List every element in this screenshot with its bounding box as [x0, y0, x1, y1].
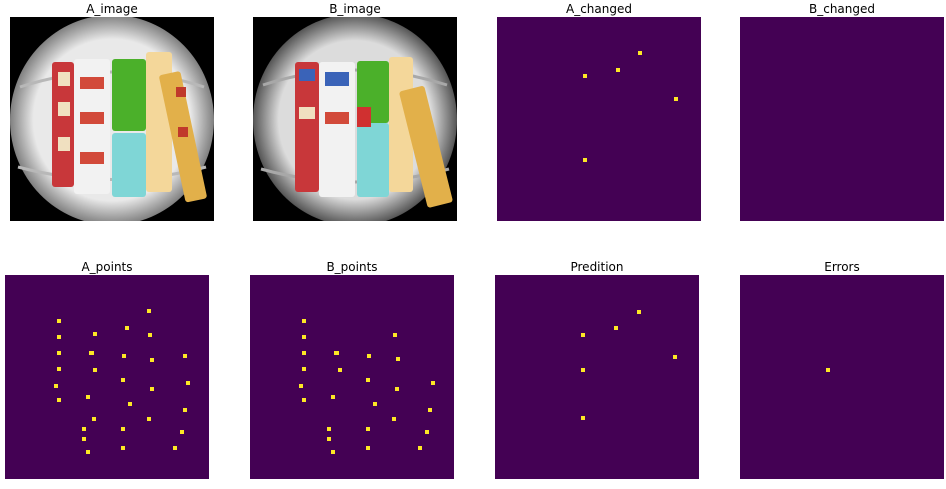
point-marker: [302, 398, 306, 402]
b-image: [253, 17, 457, 221]
point-marker: [183, 354, 187, 358]
point-marker: [57, 367, 61, 371]
panel-b-points: B_points: [250, 260, 454, 479]
point-marker: [393, 333, 397, 337]
prediction-map: [495, 275, 699, 479]
point-marker: [638, 51, 642, 55]
point-marker: [86, 395, 90, 399]
point-marker: [327, 437, 331, 441]
panel-prediction: Predition: [495, 260, 699, 479]
title-b-points: B_points: [326, 260, 378, 274]
point-marker: [428, 408, 432, 412]
point-marker: [147, 417, 151, 421]
panel-a-changed: A_changed: [497, 2, 701, 221]
point-marker: [637, 310, 641, 314]
point-marker: [614, 326, 618, 330]
a-changed-map: [497, 17, 701, 221]
panel-errors: Errors: [740, 260, 944, 479]
point-marker: [93, 368, 97, 372]
title-errors: Errors: [824, 260, 860, 274]
point-marker: [128, 402, 132, 406]
b-points-map: [250, 275, 454, 479]
point-marker: [367, 354, 371, 358]
point-marker: [125, 326, 129, 330]
panel-b-changed: B_changed: [740, 2, 944, 221]
title-a-points: A_points: [81, 260, 133, 274]
point-marker: [93, 332, 97, 336]
point-marker: [302, 367, 306, 371]
a-points-map: [5, 275, 209, 479]
point-marker: [392, 417, 396, 421]
point-marker: [147, 309, 151, 313]
panel-b-image: B_image: [253, 2, 457, 221]
point-marker: [183, 408, 187, 412]
a-image: [10, 17, 214, 221]
point-marker: [366, 378, 370, 382]
point-marker: [82, 427, 86, 431]
point-marker: [89, 351, 94, 355]
title-a-image: A_image: [86, 2, 138, 16]
panel-a-image: A_image: [10, 2, 214, 221]
fridge-photo-b: [253, 17, 457, 221]
point-marker: [54, 384, 58, 388]
point-marker: [396, 357, 400, 361]
point-marker: [331, 450, 335, 454]
point-marker: [148, 333, 152, 337]
point-marker: [121, 446, 125, 450]
title-b-image: B_image: [329, 2, 381, 16]
errors-map: [740, 275, 944, 479]
point-marker: [581, 368, 585, 372]
point-marker: [57, 398, 61, 402]
point-marker: [425, 430, 429, 434]
point-marker: [122, 354, 126, 358]
point-marker: [826, 368, 830, 372]
point-marker: [299, 384, 303, 388]
point-marker: [366, 427, 370, 431]
point-marker: [583, 158, 587, 162]
panel-a-points: A_points: [5, 260, 209, 479]
point-marker: [86, 450, 90, 454]
point-marker: [581, 416, 585, 420]
point-marker: [121, 378, 125, 382]
point-marker: [583, 74, 587, 78]
point-marker: [395, 387, 399, 391]
title-b-changed: B_changed: [808, 2, 875, 16]
point-marker: [150, 387, 154, 391]
point-marker: [431, 381, 435, 385]
point-marker: [418, 446, 422, 450]
title-prediction: Predition: [570, 260, 624, 274]
point-marker: [57, 319, 61, 323]
point-marker: [150, 358, 154, 362]
point-marker: [186, 381, 190, 385]
title-a-changed: A_changed: [566, 2, 632, 16]
point-marker: [57, 351, 61, 355]
b-changed-map: [740, 17, 944, 221]
point-marker: [302, 351, 306, 355]
point-marker: [338, 368, 342, 372]
point-marker: [674, 97, 678, 101]
point-marker: [121, 427, 125, 431]
point-marker: [581, 333, 585, 337]
point-marker: [180, 430, 184, 434]
fridge-photo-a: [10, 17, 214, 221]
point-marker: [334, 351, 339, 355]
point-marker: [92, 417, 96, 421]
point-marker: [173, 446, 177, 450]
point-marker: [57, 335, 61, 339]
point-marker: [373, 402, 377, 406]
point-marker: [673, 355, 677, 359]
point-marker: [616, 68, 620, 72]
point-marker: [327, 427, 331, 431]
point-marker: [366, 446, 370, 450]
point-marker: [302, 335, 306, 339]
point-marker: [331, 395, 335, 399]
point-marker: [302, 319, 306, 323]
point-marker: [82, 437, 86, 441]
